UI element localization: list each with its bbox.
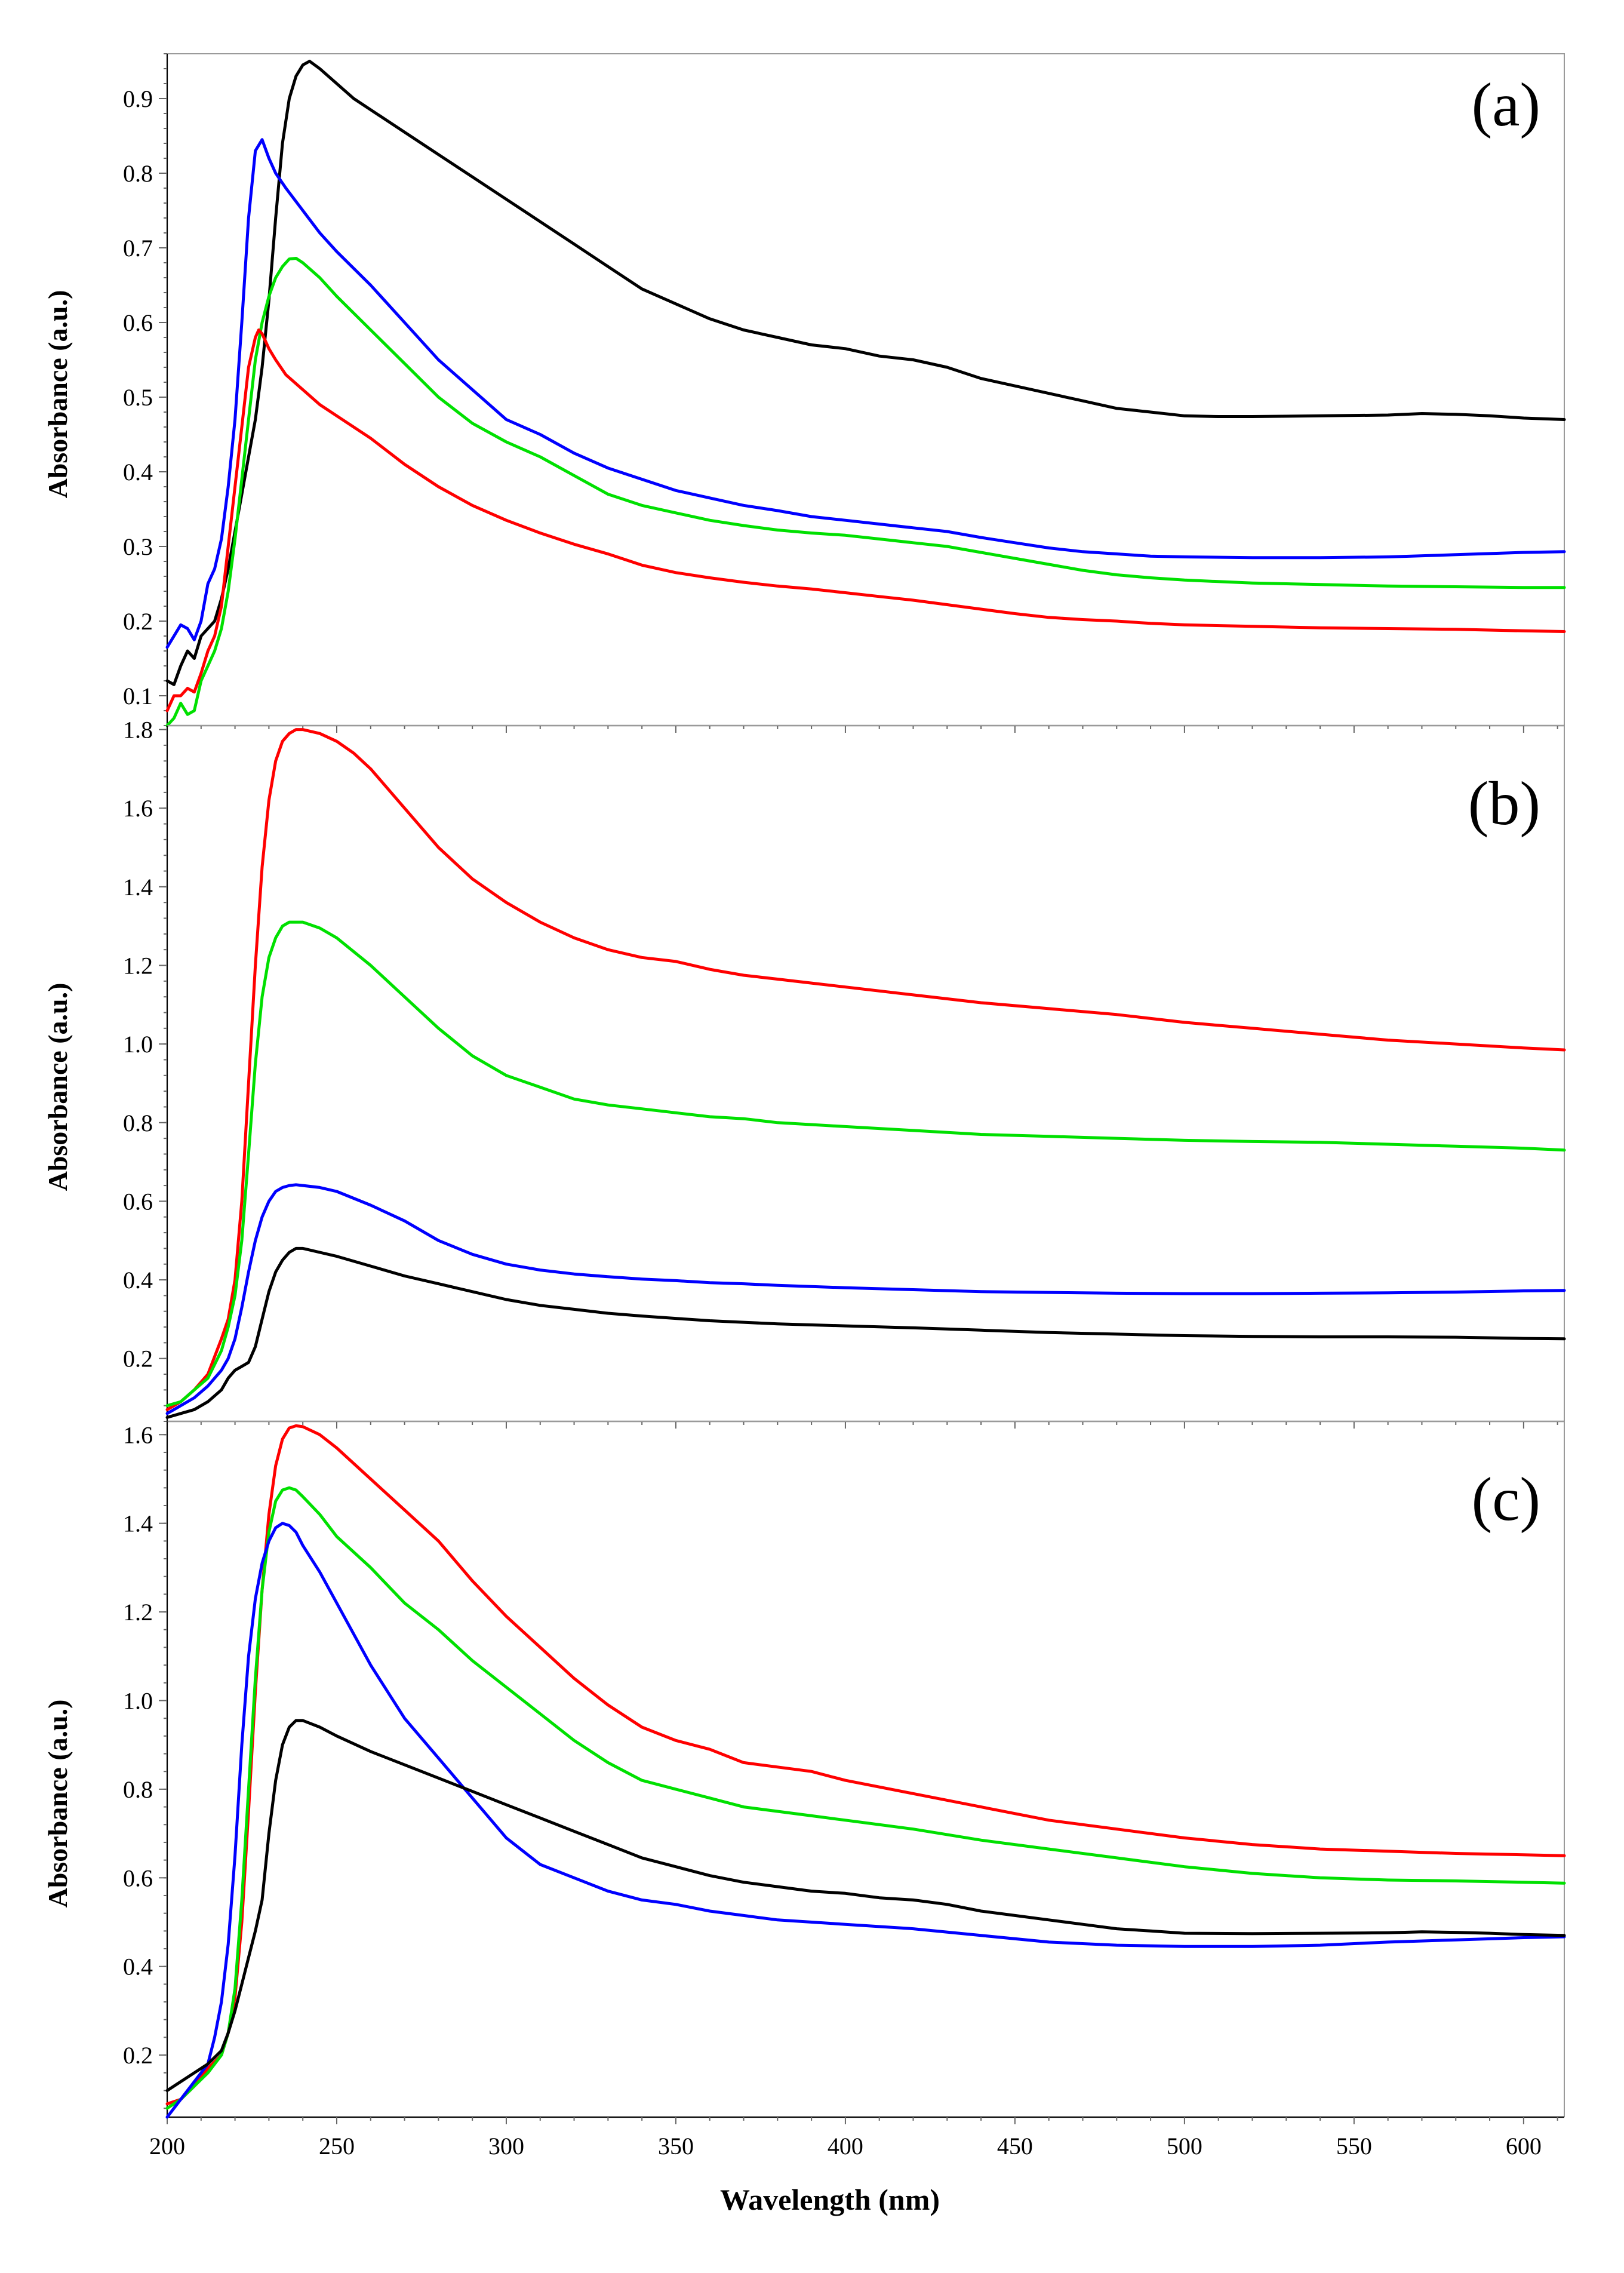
panel-a-y-tick-label: 0.8 [123,160,153,187]
panel-b-y-tick-label: 1.2 [123,952,153,979]
panel-c-x-tick-label: 600 [1506,2133,1542,2160]
panel-b-y-axis-label: Absorbance (a.u.) [42,983,73,1191]
panel-c-x-tick-label: 250 [319,2133,355,2160]
panel-c-x-tick-label: 350 [658,2133,694,2160]
panel-b-frame [167,725,1565,1421]
panel-b-label: (b) [1468,769,1540,838]
panel-b-y-tick-label: 1.0 [123,1031,153,1058]
panel-c-x-tick-label: 300 [488,2133,524,2160]
panel-a-y-axis-label: Absorbance (a.u.) [42,290,73,499]
panel-b-y-tick-label: 1.6 [123,795,153,822]
panel-b-series-blue [165,1183,1566,1415]
panel-c-x-tick-label: 200 [149,2133,185,2160]
panel-c-series-black [165,1719,1566,2092]
panel-c-y-tick-label: 0.6 [123,1865,153,1891]
panel-c-y-tick-label: 0.8 [123,1776,153,1803]
panel-a-y-tick-label: 0.7 [123,235,153,262]
panel-a-series-green [165,257,1566,727]
panel-c-y-axis-label: Absorbance (a.u.) [42,1700,73,1908]
panel-c-x-tick-label: 550 [1336,2133,1372,2160]
panel-c-x-tick-label: 450 [997,2133,1033,2160]
panel-c-x-tick-label: 500 [1167,2133,1202,2160]
panel-c-series-green [165,1486,1566,2110]
panel-a-y-tick-label: 0.3 [123,533,153,560]
panel-c-label: (c) [1472,1465,1540,1534]
panel-a-series-blue [165,138,1566,649]
panel-b-series-black [165,1246,1566,1419]
panel-a-y-tick-label: 0.4 [123,459,153,486]
panel-b-y-tick-label: 0.4 [123,1267,153,1294]
panel-b-series-red [165,728,1566,1411]
panel-c: Absorbance (a.u.) (c) Wavelength (nm) 0.… [42,1421,1566,2216]
panel-c-y-tick-label: 1.4 [123,1510,153,1537]
panel-a-y-tick-label: 0.2 [123,608,153,635]
panel-b-y-tick-label: 1.8 [123,717,153,744]
panel-a-frame [167,53,1565,726]
panel-b-y-tick-label: 1.4 [123,874,153,901]
x-axis-label: Wavelength (nm) [720,2183,940,2216]
panel-b-y-tick-label: 0.2 [123,1346,153,1372]
panel-c-x-tick-label: 400 [828,2133,863,2160]
panel-a-series-red [165,328,1566,712]
panel-a-label: (a) [1472,70,1540,139]
panel-c-series-blue [165,1522,1566,2119]
panel-c-frame [167,1421,1565,2117]
panel-c-y-tick-label: 1.2 [123,1599,153,1626]
panel-a-y-tick-label: 0.5 [123,384,153,411]
panel-b-series-green [165,920,1566,1408]
panel-a-y-tick-label: 0.1 [123,683,153,709]
panel-c-y-tick-label: 1.6 [123,1421,153,1448]
panel-c-y-tick-label: 0.2 [123,2042,153,2069]
panel-b-y-tick-label: 0.8 [123,1110,153,1136]
panel-c-y-tick-label: 1.0 [123,1687,153,1714]
panel-c-y-tick-label: 0.4 [123,1953,153,1980]
panel-a-y-tick-label: 0.9 [123,85,153,112]
panel-b-y-tick-label: 0.6 [123,1188,153,1215]
panel-a-series-black [165,60,1566,686]
panel-a-y-tick-label: 0.6 [123,309,153,336]
